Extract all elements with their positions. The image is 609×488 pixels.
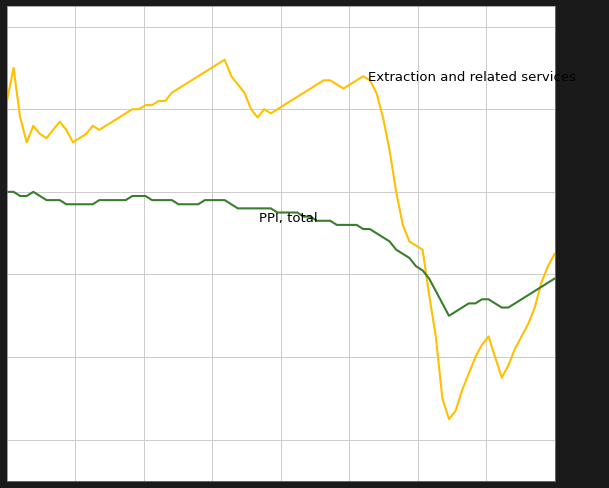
Text: PPI, total: PPI, total [259, 211, 317, 224]
Text: Extraction and related services: Extraction and related services [368, 71, 576, 84]
